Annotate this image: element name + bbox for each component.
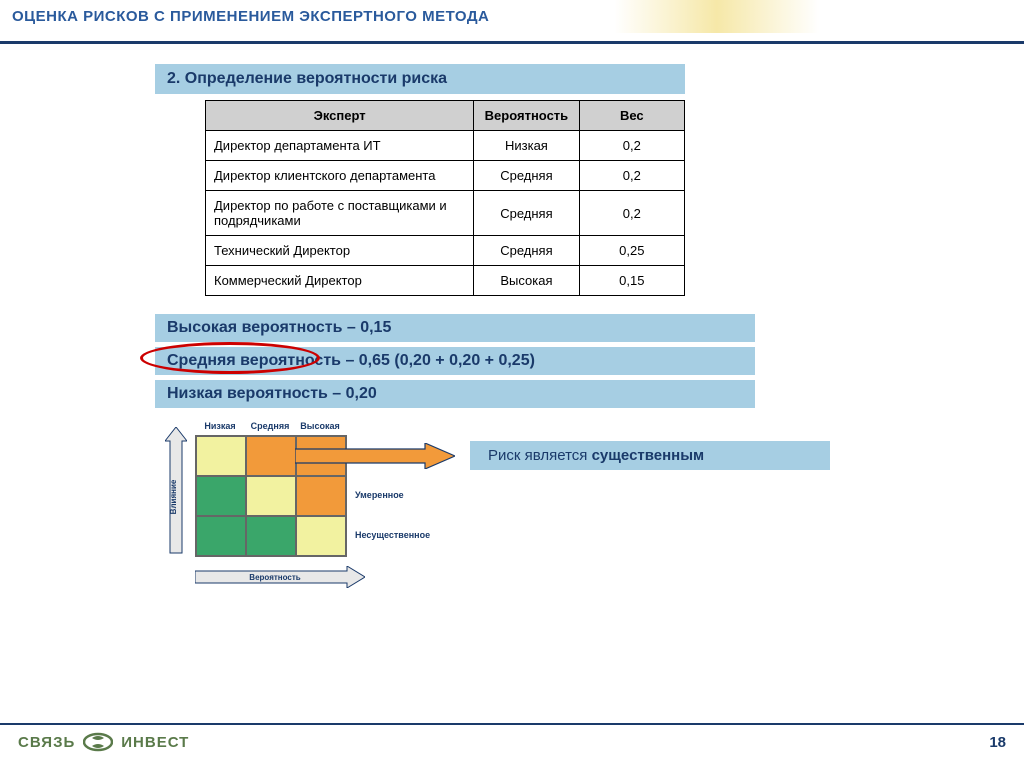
experts-table-wrapper: Эксперт Вероятность Вес Директор департа…: [205, 100, 685, 296]
cell-weight: 0,15: [579, 266, 684, 296]
table-row: Технический Директор Средняя 0,25: [206, 236, 685, 266]
header-divider: [0, 41, 1024, 44]
matrix-cell: [296, 476, 346, 516]
header-bar: ОЦЕНКА РИСКОВ С ПРИМЕНЕНИЕМ ЭКСПЕРТНОГО …: [0, 0, 1024, 33]
table-row: Директор клиентского департамента Средня…: [206, 161, 685, 191]
x-axis-arrow: Вероятность: [195, 566, 365, 588]
experts-table: Эксперт Вероятность Вес Директор департа…: [205, 100, 685, 296]
y-axis-arrow: Влияние: [165, 427, 187, 557]
y-axis-label: Влияние: [169, 479, 178, 514]
prob-low: Низкая вероятность – 0,20: [155, 380, 755, 409]
conclusion-prefix: Риск является: [488, 447, 592, 464]
logo: СВЯЗЬ ИНВЕСТ: [18, 730, 189, 754]
cell-weight: 0,25: [579, 236, 684, 266]
matrix-cell: [196, 516, 246, 556]
logo-icon: [83, 730, 113, 754]
cell-prob: Высокая: [474, 266, 579, 296]
cell-weight: 0,2: [579, 161, 684, 191]
conclusion-bold: существенным: [592, 447, 705, 464]
section-title: 2. Определение вероятности риска: [155, 64, 685, 94]
matrix-cell: [296, 516, 346, 556]
cell-expert: Директор департамента ИТ: [206, 131, 474, 161]
col-header-high: Высокая: [295, 421, 345, 431]
footer: СВЯЗЬ ИНВЕСТ 18: [0, 723, 1024, 759]
prob-medium: Средняя вероятность – 0,65 (0,20 + 0,20 …: [155, 347, 755, 376]
matrix-cell: [246, 516, 296, 556]
matrix-cell: [196, 476, 246, 516]
cell-prob: Средняя: [474, 236, 579, 266]
table-row: Директор департамента ИТ Низкая 0,2: [206, 131, 685, 161]
cell-weight: 0,2: [579, 131, 684, 161]
page-number: 18: [989, 734, 1006, 751]
table-header-row: Эксперт Вероятность Вес: [206, 101, 685, 131]
conclusion-statement: Риск является существенным: [470, 441, 830, 470]
row-label-moderate: Умеренное: [355, 475, 430, 515]
col-expert: Эксперт: [206, 101, 474, 131]
page-title: ОЦЕНКА РИСКОВ С ПРИМЕНЕНИЕМ ЭКСПЕРТНОГО …: [12, 8, 1012, 25]
row-label-inessential: Несущественное: [355, 515, 430, 555]
cell-expert: Коммерческий Директор: [206, 266, 474, 296]
cell-prob: Средняя: [474, 161, 579, 191]
matrix-cell: [246, 476, 296, 516]
col-header-med: Средняя: [245, 421, 295, 431]
matrix-col-headers: Низкая Средняя Высокая: [195, 421, 345, 431]
cell-prob: Низкая: [474, 131, 579, 161]
col-weight: Вес: [579, 101, 684, 131]
matrix-cell: [196, 436, 246, 476]
logo-text-left: СВЯЗЬ: [18, 734, 75, 751]
probability-summary: Высокая вероятность – 0,15 Средняя вероя…: [155, 314, 775, 409]
cell-weight: 0,2: [579, 191, 684, 236]
table-row: Директор по работе с поставщиками и подр…: [206, 191, 685, 236]
col-probability: Вероятность: [474, 101, 579, 131]
x-axis-label: Вероятность: [249, 573, 300, 582]
risk-matrix-area: Низкая Средняя Высокая Существенное Умер…: [155, 421, 1024, 621]
matrix-cell: [246, 436, 296, 476]
cell-expert: Директор клиентского департамента: [206, 161, 474, 191]
cell-expert: Директор по работе с поставщиками и подр…: [206, 191, 474, 236]
cell-prob: Средняя: [474, 191, 579, 236]
logo-text-right: ИНВЕСТ: [121, 734, 189, 751]
col-header-low: Низкая: [195, 421, 245, 431]
table-row: Коммерческий Директор Высокая 0,15: [206, 266, 685, 296]
prob-high: Высокая вероятность – 0,15: [155, 314, 755, 343]
conclusion-arrow-icon: [295, 443, 455, 469]
cell-expert: Технический Директор: [206, 236, 474, 266]
